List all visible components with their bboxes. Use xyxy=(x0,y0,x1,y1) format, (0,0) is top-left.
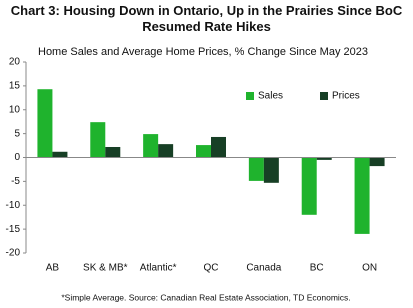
legend-label: Sales xyxy=(258,91,283,102)
bar xyxy=(37,89,53,158)
bar xyxy=(316,157,332,160)
legend-label: Prices xyxy=(332,91,360,102)
chart-subtitle: Home Sales and Average Home Prices, % Ch… xyxy=(38,46,368,58)
y-tick-label: 20 xyxy=(9,57,21,68)
bar xyxy=(90,122,106,158)
bar xyxy=(248,157,264,181)
x-tick-label: QC xyxy=(204,263,219,274)
y-tick-label: -20 xyxy=(6,248,21,259)
bar xyxy=(196,145,211,158)
x-tick-label: AB xyxy=(46,263,60,274)
bar xyxy=(354,157,370,234)
chart-title: Chart 3: Housing Down in Ontario, Up in … xyxy=(10,3,403,34)
legend-swatch xyxy=(320,92,328,100)
bar xyxy=(369,157,385,167)
bar xyxy=(211,136,226,158)
y-tick-label: -10 xyxy=(6,200,21,211)
bar xyxy=(105,146,121,158)
bar xyxy=(143,134,159,158)
bar xyxy=(52,151,68,158)
bar xyxy=(301,157,317,215)
x-tick-label: ON xyxy=(362,263,377,274)
y-tick-label: 15 xyxy=(9,81,21,92)
y-tick-label: 5 xyxy=(14,128,20,139)
y-tick-label: -5 xyxy=(11,176,20,187)
x-tick-label: SK & MB* xyxy=(83,263,128,274)
x-tick-label: Canada xyxy=(246,263,281,274)
y-tick-label: 0 xyxy=(14,152,20,163)
bar xyxy=(263,157,279,183)
bar xyxy=(158,144,174,158)
legend-swatch xyxy=(246,92,254,100)
footnote: *Simple Average. Source: Canadian Real E… xyxy=(61,292,350,302)
y-tick-label: 10 xyxy=(9,104,21,115)
y-tick-label: -15 xyxy=(6,224,21,235)
x-tick-label: BC xyxy=(310,263,324,274)
x-tick-label: Atlantic* xyxy=(140,263,177,274)
